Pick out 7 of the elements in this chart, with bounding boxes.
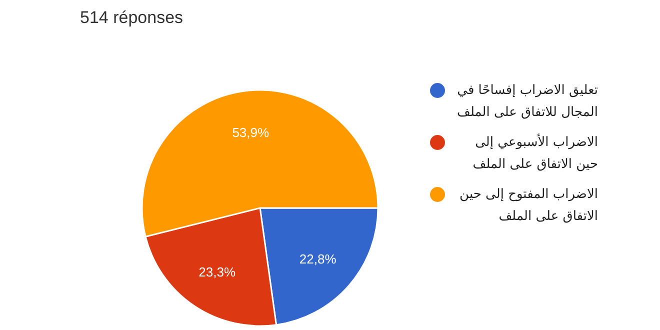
data-label: 53,9%	[232, 124, 270, 140]
legend-label: الاضراب الأسبوعي إلى حين الاتفاق على الملف	[472, 132, 598, 174]
legend-label: الاضراب المفتوح إلى حين الاتفاق على الملف	[458, 186, 598, 226]
title: 514 réponses	[80, 8, 184, 28]
legend-label: تعليق الاضراب إفساحًا في المجال للاتفاق على الملف	[456, 82, 598, 122]
data-label: 23,3%	[198, 264, 236, 280]
data-label: 22,8%	[299, 251, 337, 266]
